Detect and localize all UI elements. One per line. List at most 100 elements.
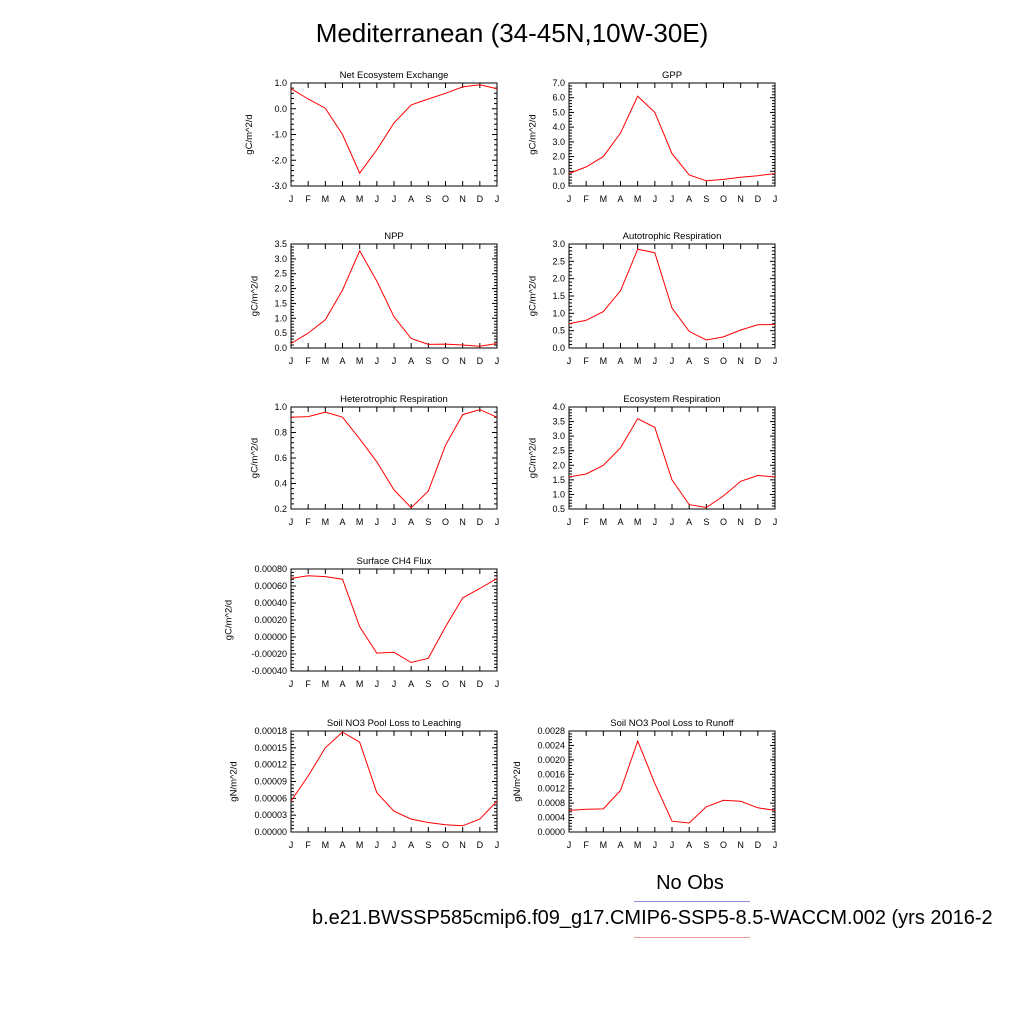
x-tick-label: D [755, 840, 762, 850]
x-tick-label: F [583, 840, 589, 850]
x-tick-label: M [600, 356, 608, 366]
y-tick-label: 0.00015 [254, 743, 287, 753]
y-tick-label: 5.0 [552, 107, 565, 117]
x-tick-label: J [495, 356, 500, 366]
y-tick-label: 0.6 [274, 453, 287, 463]
y-tick-label: 4.0 [552, 402, 565, 412]
y-axis-label: gC/m^2/d [249, 438, 260, 478]
y-tick-label: 0.0020 [537, 755, 565, 765]
legend-case-line [634, 937, 750, 938]
x-tick-label: D [477, 517, 484, 527]
x-tick-label: A [617, 517, 623, 527]
panel-7: J F M A M J J A S O N D J0.000000.000030.000060.0000… [229, 718, 500, 850]
x-tick-label: N [459, 356, 466, 366]
y-axis-label: gC/m^2/d [527, 276, 538, 316]
y-tick-label: 2.0 [552, 460, 565, 470]
x-tick-label: A [339, 679, 345, 689]
x-tick-label: J [495, 517, 500, 527]
y-axis-label: gN/m^2/d [229, 761, 240, 801]
y-tick-label: 1.0 [274, 402, 287, 412]
x-tick-label: M [356, 840, 364, 850]
y-tick-label: 1.0 [274, 313, 287, 323]
x-tick-label: A [617, 194, 623, 204]
x-tick-label: A [408, 194, 414, 204]
y-tick-label: 3.0 [552, 137, 565, 147]
x-tick-label: F [305, 840, 311, 850]
x-tick-label: S [425, 840, 431, 850]
x-tick-label: A [686, 356, 692, 366]
x-tick-label: N [459, 840, 466, 850]
x-tick-label: A [339, 356, 345, 366]
plot-frame [290, 730, 498, 833]
panel-title: Surface CH4 Flux [357, 556, 432, 567]
x-tick-label: A [408, 679, 414, 689]
plot-frame [568, 243, 776, 349]
legend-obs-line [634, 901, 750, 902]
x-tick-label: J [392, 517, 397, 527]
x-tick-label: S [703, 517, 709, 527]
y-tick-label: 0.00060 [254, 581, 287, 591]
x-tick-label: J [375, 840, 380, 850]
x-tick-label: M [634, 517, 642, 527]
y-axis-label: gC/m^2/d [244, 114, 255, 154]
panel-1: J F M A M J J A S O N D J0.01.02.03.04.05.06.07.0GPP… [527, 70, 777, 204]
x-tick-label: D [477, 194, 484, 204]
x-tick-label: A [408, 517, 414, 527]
x-tick-label: M [634, 840, 642, 850]
y-tick-label: 0.0 [274, 104, 287, 114]
panel-title: NPP [384, 231, 404, 242]
x-tick-label: J [495, 194, 500, 204]
x-tick-label: J [773, 356, 778, 366]
y-tick-label: 1.5 [552, 291, 565, 301]
y-tick-label: 0.0 [552, 343, 565, 353]
plot-frame [290, 82, 498, 187]
x-tick-label: S [703, 194, 709, 204]
y-tick-label: 1.0 [552, 166, 565, 176]
x-tick-label: F [583, 356, 589, 366]
x-tick-label: J [653, 194, 658, 204]
x-tick-label: M [600, 517, 608, 527]
panel-4: J F M A M J J A S O N D J0.20.40.60.81.0Heterotrophi… [249, 394, 499, 527]
series-line [290, 731, 498, 827]
x-tick-label: O [442, 194, 449, 204]
x-tick-label: M [600, 840, 608, 850]
y-tick-label: 1.5 [552, 475, 565, 485]
plot-frame [290, 243, 498, 349]
x-tick-label: O [720, 356, 727, 366]
x-tick-label: J [670, 840, 675, 850]
x-tick-label: J [289, 356, 294, 366]
y-tick-label: -0.00040 [251, 666, 287, 676]
y-tick-label: 0.0 [552, 181, 565, 191]
x-tick-label: J [567, 356, 572, 366]
x-tick-label: J [567, 517, 572, 527]
x-tick-label: N [737, 840, 744, 850]
y-axis-label: gC/m^2/d [249, 276, 260, 316]
x-tick-label: S [425, 194, 431, 204]
x-tick-label: J [653, 517, 658, 527]
x-tick-label: N [459, 517, 466, 527]
y-tick-label: 3.0 [552, 431, 565, 441]
y-tick-label: 1.0 [274, 78, 287, 88]
plot-frame [568, 82, 776, 187]
plot-frame [290, 568, 498, 672]
panel-6: J F M A M J J A S O N D J-0.00040-0.000200.000000.00… [223, 556, 499, 689]
x-tick-label: M [322, 517, 330, 527]
panel-title: Autotrophic Respiration [623, 231, 722, 242]
y-tick-label: 3.5 [552, 417, 565, 427]
panel-3: J F M A M J J A S O N D J0.00.51.01.52.02.53.0Autotr… [527, 231, 777, 366]
x-tick-label: J [289, 679, 294, 689]
panel-2: J F M A M J J A S O N D J0.00.51.01.52.02.53.03.5NPP… [249, 231, 499, 366]
x-tick-label: N [459, 679, 466, 689]
x-tick-label: S [703, 840, 709, 850]
y-tick-label: 0.0016 [537, 769, 565, 779]
y-tick-label: 0.0012 [537, 784, 565, 794]
panel-title: Ecosystem Respiration [623, 394, 720, 405]
panel-5: J F M A M J J A S O N D J0.51.01.52.02.53.03.54.0Eco… [527, 394, 777, 527]
x-tick-label: D [755, 356, 762, 366]
x-tick-label: A [686, 840, 692, 850]
x-tick-label: M [356, 194, 364, 204]
y-tick-label: -3.0 [271, 181, 287, 191]
y-tick-label: 0.0028 [537, 726, 565, 736]
x-tick-label: M [322, 194, 330, 204]
